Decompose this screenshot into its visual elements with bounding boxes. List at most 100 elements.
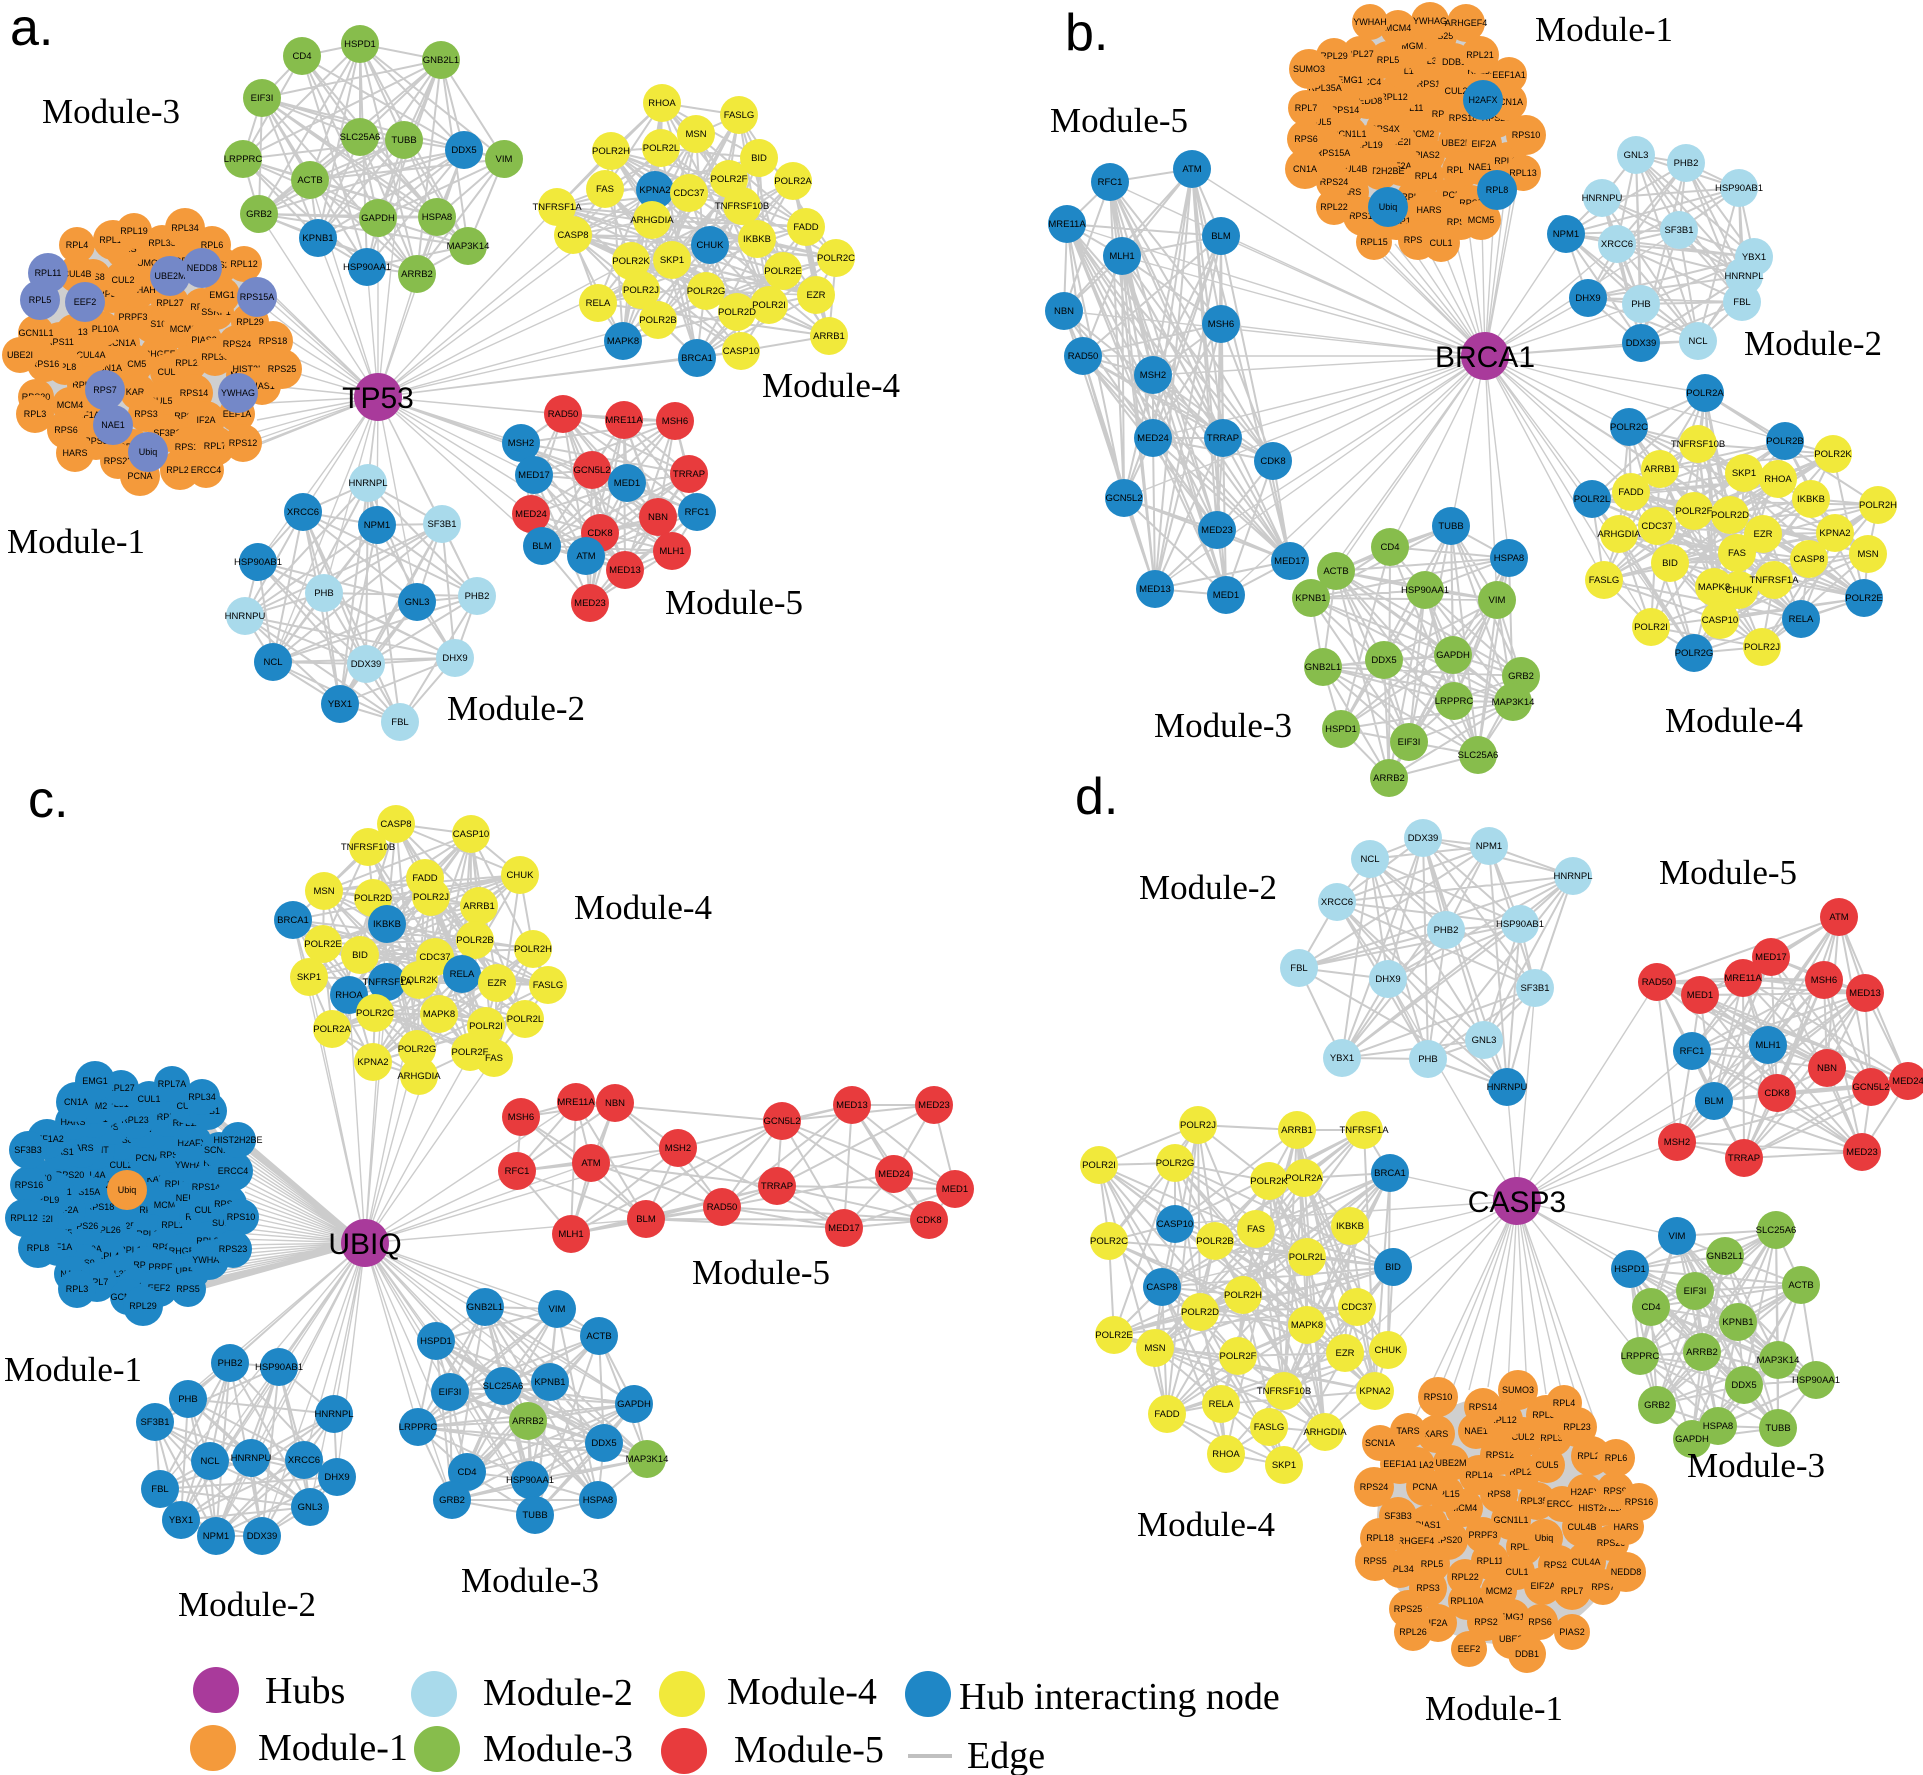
svg-text:CUL1: CUL1 [1505,1567,1528,1577]
svg-text:KARS: KARS [126,387,151,397]
svg-text:RPS15A: RPS15A [1316,148,1351,158]
svg-text:BID: BID [1662,558,1678,569]
svg-text:PCNA: PCNA [127,471,152,481]
svg-text:YWHAG: YWHAG [1413,16,1447,26]
svg-text:RPL27: RPL27 [107,1083,135,1093]
svg-text:RPL12: RPL12 [1380,92,1408,102]
svg-text:PIAS1: PIAS1 [249,381,275,391]
svg-text:VIM: VIM [549,1304,566,1315]
svg-text:MSH6: MSH6 [1208,319,1234,330]
svg-text:ERCC4: ERCC4 [191,465,222,475]
svg-text:CDK8: CDK8 [587,528,612,539]
svg-text:RPL14: RPL14 [1391,66,1419,76]
svg-text:RFC1: RFC1 [1098,177,1123,188]
svg-text:POLR2J: POLR2J [413,892,449,903]
svg-text:RPS9: RPS9 [1603,1486,1627,1496]
svg-text:MRE11A: MRE11A [1048,219,1086,230]
svg-text:POLR2G: POLR2G [687,286,726,297]
svg-text:RPL15: RPL15 [1432,1489,1460,1499]
svg-text:EIF3I: EIF3I [1398,737,1421,748]
svg-text:CASP8: CASP8 [1146,1282,1177,1293]
svg-text:BLM: BLM [636,1214,656,1225]
svg-text:CHUK: CHUK [507,870,535,881]
svg-text:HSP90AA1: HSP90AA1 [343,262,391,273]
svg-text:SLC25A6: SLC25A6 [340,132,381,143]
svg-text:RPS20: RPS20 [1434,1535,1463,1545]
svg-text:RPS18: RPS18 [1449,113,1478,123]
svg-text:SF3B3: SF3B3 [153,428,181,438]
svg-text:EEF1A1: EEF1A1 [1383,1459,1417,1469]
svg-text:HSP90AA1: HSP90AA1 [1792,1375,1840,1386]
svg-text:CDC37: CDC37 [419,952,450,963]
svg-text:GCN1L1: GCN1L1 [1493,1515,1528,1525]
svg-text:MLH1: MLH1 [659,546,684,557]
svg-text:RPL8: RPL8 [27,1243,50,1253]
svg-text:CDC37: CDC37 [1341,1302,1372,1313]
svg-text:RPL6: RPL6 [157,1112,180,1122]
svg-text:RPL7A: RPL7A [158,1079,187,1089]
svg-text:MED13: MED13 [1849,988,1881,999]
svg-text:POLR2E: POLR2E [764,266,802,277]
svg-text:KPNB1: KPNB1 [1722,1317,1753,1328]
svg-text:ACTB: ACTB [1788,1280,1813,1291]
svg-text:NPM1: NPM1 [1553,229,1579,240]
svg-text:NCL: NCL [1688,336,1707,347]
svg-text:RPS10: RPS10 [227,1212,256,1222]
svg-text:RPL7: RPL7 [1295,103,1318,113]
svg-text:HARS: HARS [60,1117,85,1127]
svg-text:RPL22: RPL22 [175,358,203,368]
svg-text:MLH1: MLH1 [1109,251,1134,262]
svg-text:GRB2: GRB2 [246,209,272,220]
svg-text:Module-5: Module-5 [665,583,803,622]
svg-text:POLR2C: POLR2C [1610,422,1648,433]
svg-text:FASLG: FASLG [1254,1422,1285,1433]
svg-text:ARRB1: ARRB1 [1281,1125,1313,1136]
svg-text:ARRB2: ARRB2 [1373,773,1405,784]
svg-text:RAD50: RAD50 [707,1202,738,1213]
svg-text:H2AFX: H2AFX [1570,1487,1599,1497]
svg-text:VIM: VIM [1669,1231,1686,1242]
svg-text:HSP90AB1: HSP90AB1 [1715,183,1763,194]
svg-text:MSH2: MSH2 [508,438,534,449]
svg-text:CUL5: CUL5 [1308,117,1331,127]
svg-text:PIAS2: PIAS2 [191,335,217,345]
svg-text:HSPA8: HSPA8 [422,212,452,223]
svg-text:PIAS2: PIAS2 [1559,1627,1585,1637]
svg-text:MED1: MED1 [942,1184,968,1195]
svg-text:PRPF3: PRPF3 [118,312,147,322]
svg-text:FBL: FBL [151,1484,168,1495]
svg-text:SF3B1: SF3B1 [1664,225,1693,236]
svg-text:Module-3: Module-3 [461,1561,599,1600]
svg-text:MED23: MED23 [574,598,606,609]
svg-text:TUBB: TUBB [1765,1423,1790,1434]
svg-text:XRCC6: XRCC6 [1321,897,1353,908]
svg-text:HNRNPL: HNRNPL [314,1409,353,1420]
svg-text:EEF1A2: EEF1A2 [30,1134,64,1144]
svg-text:RPL18: RPL18 [1366,1533,1394,1543]
svg-text:NBN: NBN [1054,306,1074,317]
svg-text:POLR2F: POLR2F [452,1047,489,1058]
svg-text:FAS: FAS [1728,548,1746,559]
svg-text:LRPPRC: LRPPRC [1621,1351,1660,1362]
svg-text:HSP90AB1: HSP90AB1 [1496,919,1544,930]
svg-text:ERCC4: ERCC4 [1547,1499,1578,1509]
svg-text:POLR2K: POLR2K [1250,1176,1288,1187]
svg-text:XRCC6: XRCC6 [288,1455,320,1466]
svg-text:UBE2I: UBE2I [1499,1634,1525,1644]
svg-text:CDK8: CDK8 [916,1215,941,1226]
svg-text:MED13: MED13 [1139,584,1171,595]
svg-text:MED23: MED23 [918,1100,950,1111]
svg-text:RPL3: RPL3 [1432,109,1455,119]
svg-text:HNRNPU: HNRNPU [231,1453,272,1464]
svg-text:RPL22: RPL22 [1451,1572,1479,1582]
svg-text:RPL23: RPL23 [1563,1422,1591,1432]
svg-text:MCM2: MCM2 [1486,1586,1513,1596]
svg-text:CUL5: CUL5 [1535,1460,1558,1470]
svg-text:CUL4B: CUL4B [194,1205,223,1215]
svg-text:RPS26: RPS26 [1482,113,1511,123]
svg-text:POLR2C: POLR2C [817,253,855,264]
svg-text:VIM: VIM [496,154,513,165]
svg-text:POLR2D: POLR2D [718,307,756,318]
svg-text:HNRNPL: HNRNPL [1553,871,1592,882]
svg-text:GNB2L1: GNB2L1 [1305,662,1341,673]
